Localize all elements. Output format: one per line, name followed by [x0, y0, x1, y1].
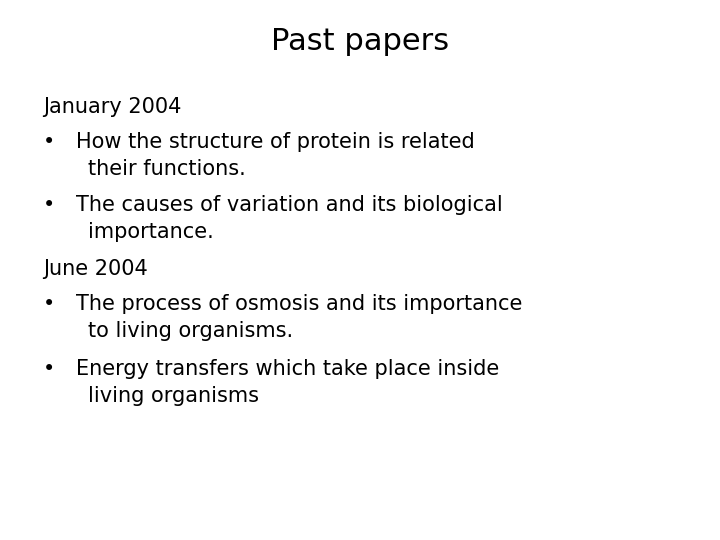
Text: Energy transfers which take place inside: Energy transfers which take place inside: [76, 359, 499, 379]
Text: to living organisms.: to living organisms.: [88, 321, 293, 341]
Text: their functions.: their functions.: [88, 159, 246, 179]
Text: •: •: [43, 359, 55, 379]
Text: importance.: importance.: [88, 222, 214, 242]
Text: June 2004: June 2004: [43, 259, 148, 279]
Text: The causes of variation and its biological: The causes of variation and its biologic…: [76, 195, 503, 215]
Text: •: •: [43, 132, 55, 152]
Text: Past papers: Past papers: [271, 27, 449, 56]
Text: How the structure of protein is related: How the structure of protein is related: [76, 132, 474, 152]
Text: •: •: [43, 294, 55, 314]
Text: •: •: [43, 195, 55, 215]
Text: The process of osmosis and its importance: The process of osmosis and its importanc…: [76, 294, 522, 314]
Text: January 2004: January 2004: [43, 97, 181, 117]
Text: living organisms: living organisms: [88, 386, 259, 406]
